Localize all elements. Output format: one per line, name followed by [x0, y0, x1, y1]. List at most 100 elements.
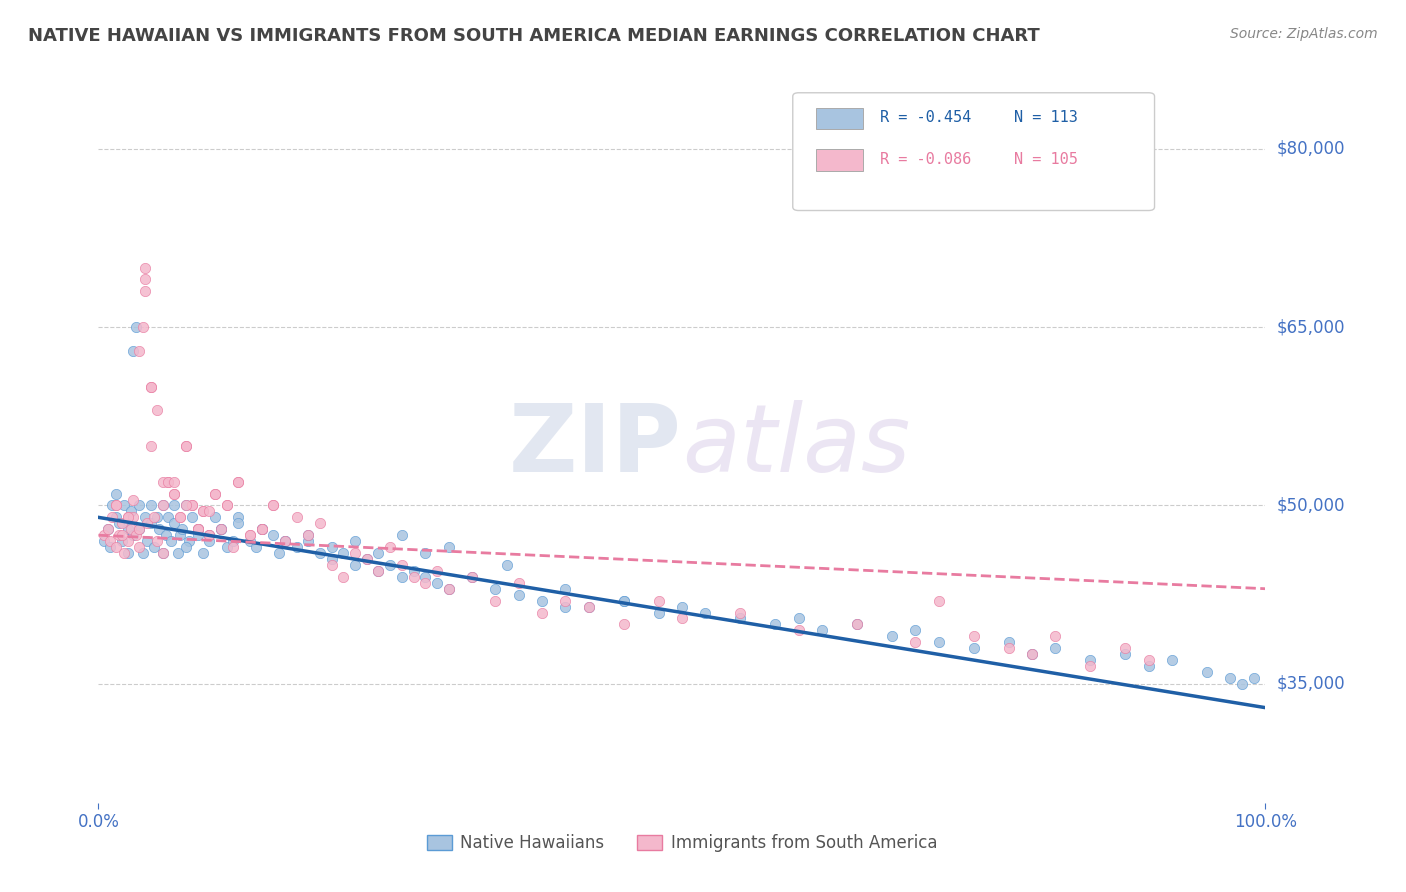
- Point: [112, 499, 135, 513]
- Point: [962, 641, 984, 656]
- Point: [846, 617, 869, 632]
- Point: [163, 516, 186, 531]
- Point: [215, 499, 238, 513]
- Point: [262, 528, 284, 542]
- Point: [530, 606, 553, 620]
- Point: [484, 593, 506, 607]
- Point: [1021, 647, 1043, 661]
- Point: [297, 528, 319, 542]
- Point: [128, 343, 150, 358]
- Point: [122, 492, 145, 507]
- Point: [104, 499, 127, 513]
- Point: [763, 617, 786, 632]
- Point: [139, 379, 162, 393]
- Point: [380, 558, 402, 572]
- Point: [344, 558, 367, 572]
- Point: [187, 528, 209, 542]
- Point: [169, 510, 191, 524]
- Point: [228, 475, 250, 489]
- Point: [187, 522, 209, 536]
- Point: [163, 486, 186, 500]
- Point: [193, 546, 215, 560]
- Point: [1021, 647, 1043, 661]
- Point: [846, 617, 869, 632]
- FancyBboxPatch shape: [815, 108, 863, 129]
- Point: [344, 546, 367, 560]
- Point: [139, 499, 162, 513]
- Point: [928, 635, 950, 649]
- Point: [180, 510, 202, 524]
- Point: [136, 516, 159, 531]
- Point: [120, 504, 142, 518]
- Point: [117, 522, 139, 536]
- Point: [117, 534, 139, 549]
- Point: [157, 510, 180, 524]
- Point: [530, 593, 553, 607]
- Point: [97, 522, 120, 536]
- Point: [356, 552, 378, 566]
- Point: [402, 564, 425, 578]
- Point: [187, 522, 209, 536]
- Point: [152, 546, 174, 560]
- Point: [187, 522, 209, 536]
- Text: R = -0.086: R = -0.086: [880, 152, 972, 167]
- Text: N = 105: N = 105: [1015, 152, 1078, 167]
- Point: [146, 403, 169, 417]
- Point: [132, 546, 155, 560]
- Text: ZIP: ZIP: [509, 400, 682, 492]
- Point: [128, 522, 150, 536]
- Point: [413, 575, 436, 590]
- Point: [880, 629, 903, 643]
- Point: [122, 528, 145, 542]
- Point: [93, 534, 115, 549]
- Point: [163, 475, 186, 489]
- Point: [174, 439, 197, 453]
- Point: [1161, 653, 1184, 667]
- Point: [98, 540, 121, 554]
- Point: [179, 534, 201, 549]
- Point: [152, 546, 174, 560]
- Point: [187, 522, 209, 536]
- Point: [269, 546, 291, 560]
- Point: [104, 510, 127, 524]
- Point: [125, 320, 148, 334]
- Point: [309, 546, 332, 560]
- Point: [391, 570, 413, 584]
- Point: [174, 499, 197, 513]
- Point: [101, 499, 124, 513]
- Point: [174, 540, 197, 554]
- Point: [613, 593, 636, 607]
- Point: [391, 528, 413, 542]
- Point: [152, 475, 174, 489]
- Point: [174, 439, 197, 453]
- Point: [262, 499, 284, 513]
- Point: [1045, 629, 1067, 643]
- Point: [613, 617, 636, 632]
- Point: [169, 528, 191, 542]
- Point: [134, 285, 156, 299]
- Text: atlas: atlas: [682, 401, 910, 491]
- Point: [108, 528, 131, 542]
- Point: [198, 504, 221, 518]
- Point: [309, 516, 332, 531]
- Text: R = -0.454: R = -0.454: [880, 111, 972, 125]
- Point: [391, 558, 413, 572]
- Point: [1243, 671, 1265, 685]
- Point: [437, 582, 460, 596]
- Point: [647, 593, 669, 607]
- Point: [101, 510, 124, 524]
- Point: [239, 534, 262, 549]
- Point: [1114, 647, 1136, 661]
- Point: [166, 546, 188, 560]
- Point: [139, 379, 162, 393]
- Point: [508, 575, 530, 590]
- Point: [193, 504, 215, 518]
- Point: [97, 522, 120, 536]
- Point: [1045, 641, 1067, 656]
- Point: [647, 606, 669, 620]
- Text: N = 113: N = 113: [1015, 111, 1078, 125]
- Point: [437, 582, 460, 596]
- Point: [496, 558, 519, 572]
- Point: [321, 552, 343, 566]
- Point: [163, 486, 186, 500]
